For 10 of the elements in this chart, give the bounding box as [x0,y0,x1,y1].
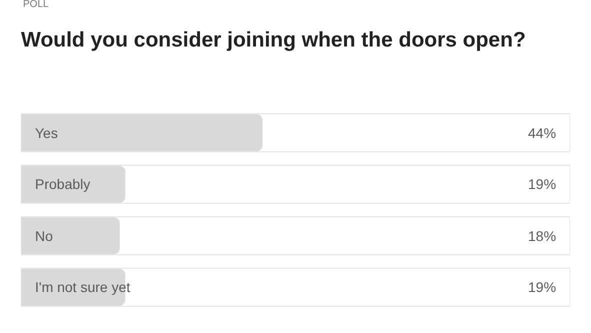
y-tick-label: Probably [35,176,90,192]
y-tick-label: Yes [35,125,58,141]
data-label: 19% [528,279,556,295]
data-label: 18% [528,228,556,244]
y-tick-label: No [35,228,54,244]
chart-title: Would you consider joining when the doors open? [21,28,526,52]
text: POLL [23,0,50,10]
data-label: 44% [528,125,556,141]
y-tick-label: I'm not sure yet [35,279,130,295]
data-label: 19% [528,176,556,192]
